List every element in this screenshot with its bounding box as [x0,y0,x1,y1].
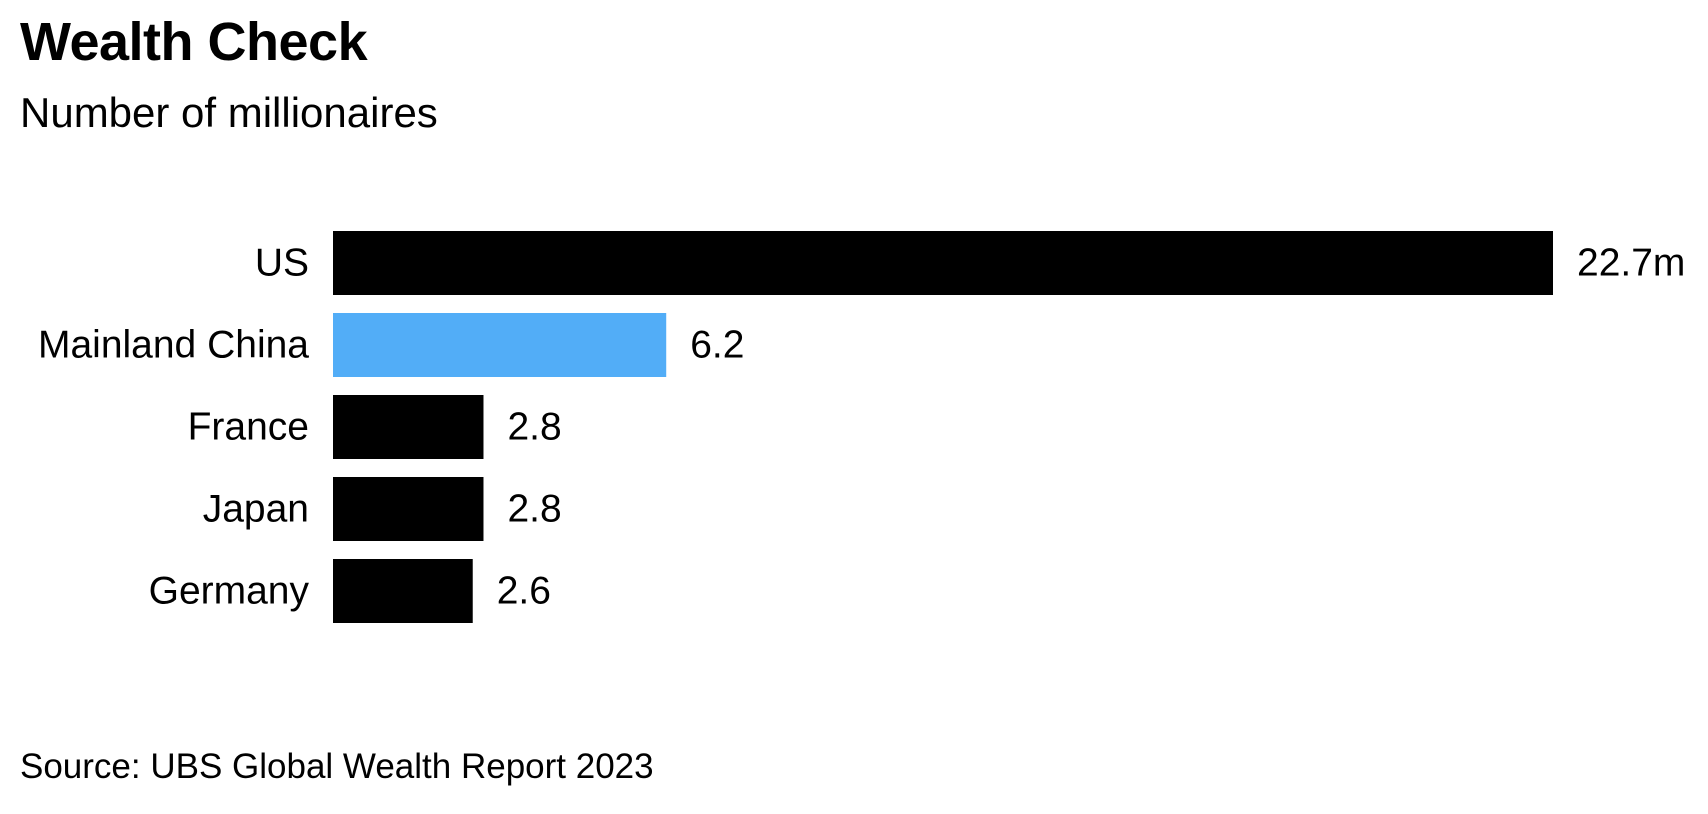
category-label-france: France [188,406,309,449]
value-label-us: 22.7m [1577,242,1685,285]
category-label-japan: Japan [203,488,309,531]
category-label-mainland-china: Mainland China [38,324,309,367]
bar-japan [333,477,484,541]
source-note: Source: UBS Global Wealth Report 2023 [20,747,654,786]
value-label-france: 2.8 [507,406,561,449]
bar-france [333,395,484,459]
chart-subtitle: Number of millionaires [20,89,438,136]
category-label-us: US [255,242,309,285]
bar-germany [333,559,473,623]
value-label-mainland-china: 6.2 [690,324,744,367]
bar-us [333,231,1553,295]
chart-title: Wealth Check [20,12,368,72]
value-label-germany: 2.6 [497,570,551,613]
bar-mainland-china [333,313,667,377]
category-label-germany: Germany [149,570,310,613]
bars-layer: US 22.7m Mainland China 6.2 France 2.8 Japan 2.… [38,231,1685,623]
value-label-japan: 2.8 [507,488,561,531]
